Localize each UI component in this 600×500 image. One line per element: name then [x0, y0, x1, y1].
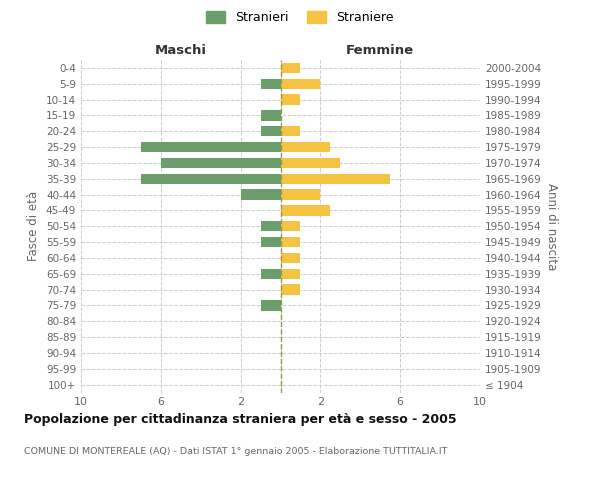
- Bar: [281, 284, 301, 294]
- Bar: [281, 174, 390, 184]
- Bar: [260, 126, 281, 136]
- Bar: [141, 142, 281, 152]
- Text: Popolazione per cittadinanza straniera per età e sesso - 2005: Popolazione per cittadinanza straniera p…: [24, 412, 457, 426]
- Text: Femmine: Femmine: [346, 44, 415, 58]
- Bar: [281, 63, 301, 73]
- Bar: [281, 190, 320, 200]
- Text: Maschi: Maschi: [155, 44, 207, 58]
- Bar: [260, 110, 281, 120]
- Bar: [241, 190, 281, 200]
- Bar: [281, 206, 331, 216]
- Text: COMUNE DI MONTEREALE (AQ) - Dati ISTAT 1° gennaio 2005 - Elaborazione TUTTITALIA: COMUNE DI MONTEREALE (AQ) - Dati ISTAT 1…: [24, 448, 448, 456]
- Bar: [281, 126, 301, 136]
- Y-axis label: Anni di nascita: Anni di nascita: [545, 182, 558, 270]
- Bar: [260, 221, 281, 232]
- Bar: [260, 237, 281, 247]
- Bar: [161, 158, 281, 168]
- Bar: [260, 300, 281, 310]
- Bar: [281, 142, 331, 152]
- Bar: [260, 268, 281, 279]
- Bar: [281, 221, 301, 232]
- Bar: [281, 94, 301, 104]
- Bar: [281, 78, 320, 89]
- Bar: [141, 174, 281, 184]
- Bar: [260, 78, 281, 89]
- Bar: [281, 158, 340, 168]
- Bar: [281, 253, 301, 263]
- Y-axis label: Fasce di età: Fasce di età: [28, 191, 40, 262]
- Legend: Stranieri, Straniere: Stranieri, Straniere: [202, 6, 398, 29]
- Bar: [281, 268, 301, 279]
- Bar: [281, 237, 301, 247]
